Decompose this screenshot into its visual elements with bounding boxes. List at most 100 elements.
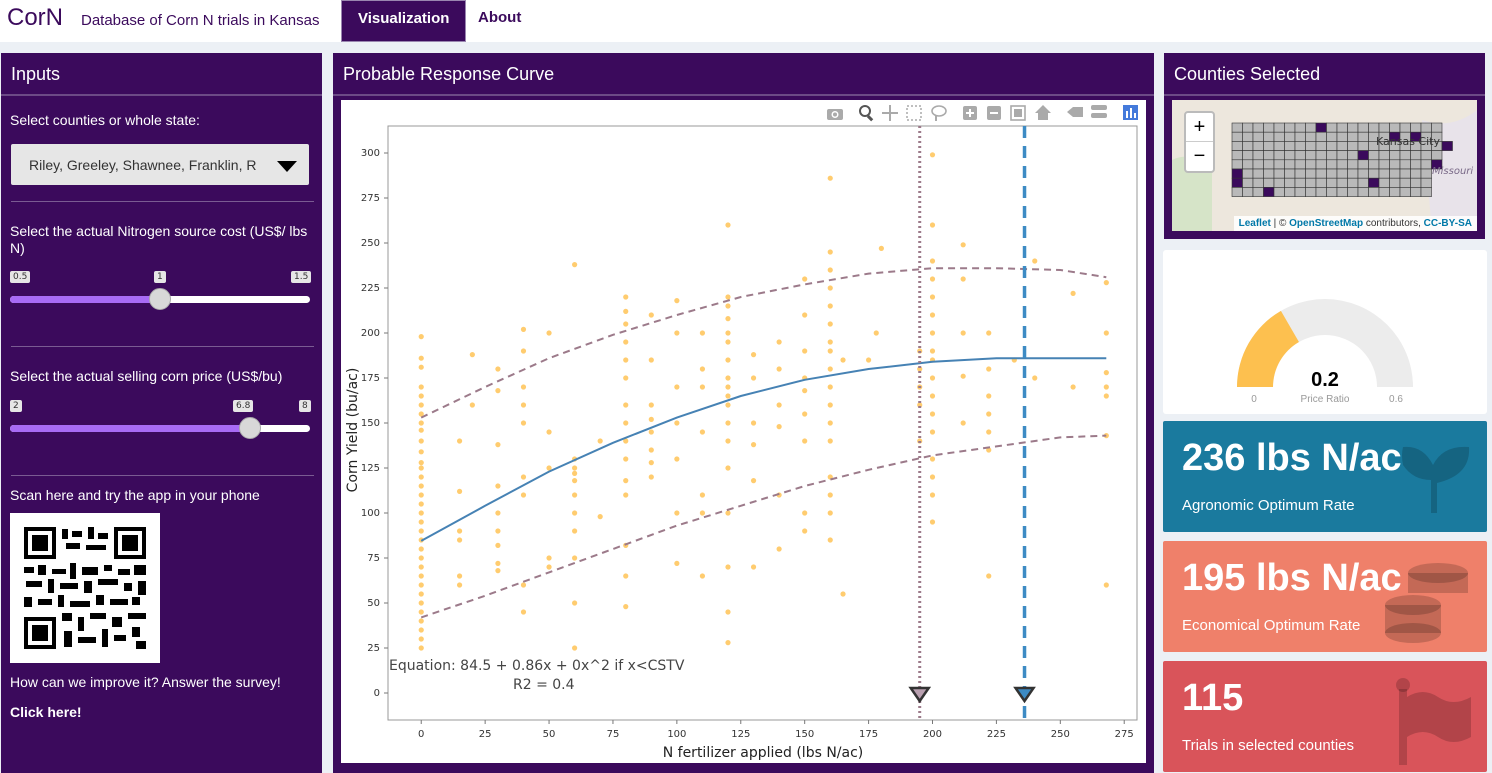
gauge-value: 0.2 (1311, 369, 1339, 391)
county (1284, 159, 1296, 170)
data-point (929, 330, 936, 336)
county-select[interactable]: Riley, Greeley, Shawnee, Franklin, R (11, 144, 309, 185)
cc-link[interactable]: CC-BY-SA (1423, 218, 1472, 229)
data-point (520, 348, 527, 354)
county (1347, 168, 1359, 179)
data-point (827, 402, 833, 408)
county (1399, 122, 1411, 133)
county (1378, 122, 1390, 133)
curve-title: Probable Response Curve (343, 64, 555, 84)
county (1294, 177, 1306, 188)
response-plot[interactable]: 0 25 50 75 100 125 150 175 200 225 250 275 300 0 25 50… (341, 100, 1146, 763)
county (1347, 150, 1359, 161)
map-state-label: Missouri (1432, 166, 1473, 177)
county (1431, 122, 1443, 133)
county-selected (1263, 187, 1275, 197)
county (1399, 177, 1411, 188)
data-point (418, 546, 424, 552)
county (1357, 168, 1369, 179)
county (1431, 150, 1443, 161)
y-tick-label: 150 (361, 418, 380, 429)
compare-icon (1091, 105, 1107, 118)
data-point (418, 609, 424, 615)
y-tick-label: 125 (361, 463, 380, 474)
data-point (418, 618, 424, 624)
economical-optimum-box: 195 lbs N/ac Economical Optimum Rate (1163, 541, 1487, 652)
data-point (456, 537, 463, 543)
data-point (418, 528, 424, 534)
county (1252, 141, 1264, 151)
economic-optimum-marker (908, 686, 932, 704)
map-zoom-in-button[interactable]: + (1186, 113, 1213, 142)
county (1347, 159, 1359, 170)
data-point (1070, 290, 1076, 296)
county (1347, 187, 1359, 197)
seedling-icon (1402, 446, 1470, 513)
equation-label: Equation: 84.5 + 0.86x + 0x^2 if x<CSTV (389, 658, 685, 674)
data-point (623, 492, 629, 498)
data-point (418, 582, 424, 588)
data-point (725, 303, 731, 309)
slider-fill (10, 296, 160, 303)
county (1336, 168, 1348, 179)
y-tick-label: 225 (361, 283, 380, 294)
data-point (623, 573, 629, 579)
county (1305, 159, 1317, 170)
data-point (674, 330, 680, 336)
county (1242, 141, 1254, 151)
county (1231, 159, 1243, 170)
data-point (546, 330, 552, 336)
data-point (750, 420, 757, 426)
tab-about[interactable]: About (478, 9, 522, 26)
county (1252, 122, 1264, 133)
data-point (929, 375, 936, 381)
county-map[interactable]: Kansas City Missouri + − Leaflet | © Ope… (1172, 100, 1477, 231)
data-point (725, 393, 731, 399)
data-point (827, 303, 833, 309)
county-selected (1315, 122, 1327, 133)
data-point (1103, 393, 1109, 399)
county (1368, 168, 1380, 179)
tab-visualization[interactable]: Visualization (341, 0, 467, 42)
data-point (725, 384, 731, 390)
caret-down-icon (277, 161, 297, 172)
kansas-county-grid (1231, 122, 1453, 197)
data-point (648, 312, 654, 318)
data-point (725, 375, 731, 381)
data-point (929, 492, 936, 498)
n-cost-slider[interactable] (10, 288, 310, 310)
county (1389, 168, 1401, 179)
county (1263, 177, 1275, 188)
map-zoom-out-button[interactable]: − (1193, 145, 1206, 167)
data-point (1103, 582, 1109, 588)
response-chart[interactable]: 0 25 50 75 100 125 150 175 200 225 250 275 300 0 25 50… (341, 100, 1146, 763)
county (1420, 177, 1432, 188)
data-point (623, 294, 629, 300)
county (1273, 131, 1285, 142)
data-point (418, 460, 424, 466)
trials-count-value: 115 (1182, 677, 1244, 719)
data-point (929, 456, 936, 462)
data-point (699, 492, 706, 498)
data-point (1103, 384, 1109, 390)
county (1231, 131, 1243, 142)
county (1368, 122, 1380, 133)
county (1378, 177, 1390, 188)
corn-price-slider-handle[interactable] (239, 417, 261, 439)
data-point (699, 330, 706, 336)
data-point (456, 438, 463, 444)
survey-link[interactable]: Click here! (10, 704, 82, 720)
leaflet-link[interactable]: Leaflet (1238, 218, 1271, 229)
data-point (456, 573, 463, 579)
county-selected (1431, 159, 1443, 170)
trials-count-box: 115 Trials in selected counties (1163, 661, 1487, 772)
economical-optimum-value: 195 lbs N/ac (1182, 557, 1402, 599)
agronomic-optimum-marker (1013, 686, 1036, 704)
x-tick-label: 175 (859, 729, 878, 740)
osm-link[interactable]: OpenStreetMap (1289, 218, 1364, 229)
county (1273, 141, 1285, 151)
data-point (960, 373, 966, 379)
corn-price-slider[interactable] (10, 417, 310, 439)
n-cost-slider-handle[interactable] (149, 288, 171, 310)
county (1231, 122, 1243, 133)
